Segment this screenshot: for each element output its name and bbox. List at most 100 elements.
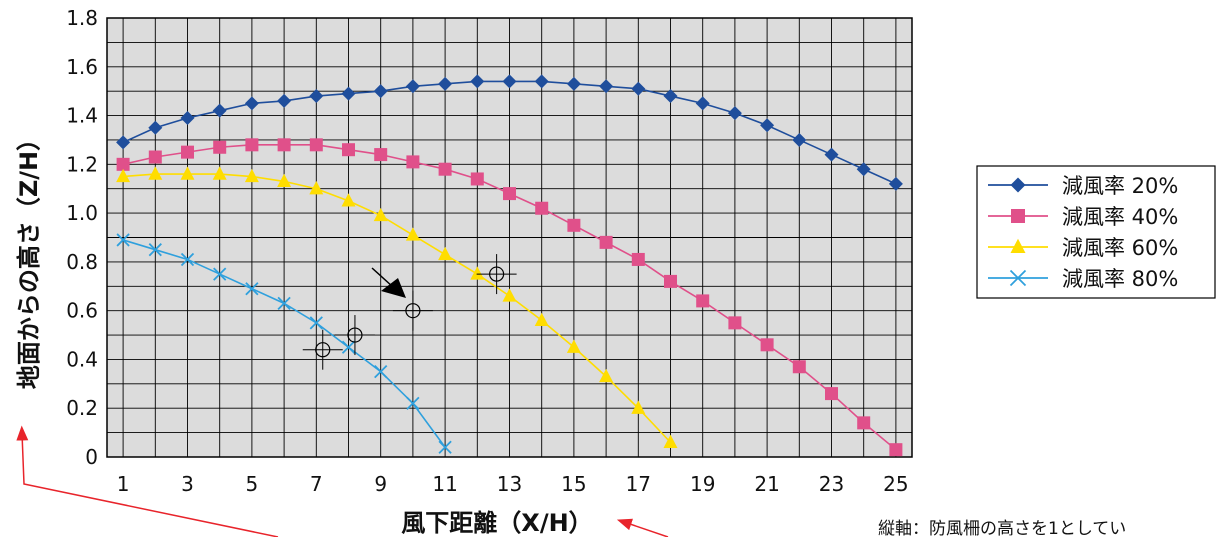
x-tick-label: 9 [374, 472, 387, 496]
data-point [888, 176, 903, 191]
data-point [148, 243, 162, 257]
data-point [825, 387, 838, 401]
legend: 減風率 20% 減風率 40% 減風率 60% 減風率 80% [976, 165, 1216, 299]
data-point [502, 74, 517, 89]
data-point [148, 120, 163, 135]
x-tick-label: 7 [310, 472, 323, 496]
data-point [760, 118, 775, 133]
data-point [728, 316, 742, 330]
data-point [664, 274, 677, 288]
data-point [277, 93, 292, 108]
data-point [116, 135, 131, 150]
data-point [213, 140, 227, 154]
data-point [470, 74, 485, 89]
data-point [244, 96, 259, 111]
observation-point [302, 329, 343, 370]
legend-entry: 減風率 20% [988, 174, 1178, 198]
data-point [212, 166, 227, 180]
observation-point [334, 315, 375, 356]
data-point [631, 81, 646, 96]
series [116, 166, 678, 448]
data-point [534, 74, 549, 89]
data-point [663, 434, 678, 448]
data-point [792, 132, 807, 147]
data-point [309, 316, 323, 330]
legend-label: 減風率 20% [1062, 174, 1178, 198]
x-tick-label: 25 [883, 472, 908, 496]
data-point [566, 76, 581, 91]
series [116, 74, 903, 191]
data-point [695, 96, 710, 111]
data-point [245, 138, 259, 152]
data-point [760, 338, 774, 352]
y-tick-label: 1.0 [66, 201, 98, 225]
legend-entry: 減風率 40% [988, 205, 1178, 229]
data-point [116, 157, 130, 171]
callout-arrow [371, 267, 406, 298]
legend-label: 減風率 60% [1062, 236, 1178, 260]
data-point [341, 340, 356, 354]
x-tick-label: 3 [181, 472, 194, 496]
data-point [406, 155, 420, 169]
plot-border [106, 17, 913, 458]
x-tick-label: 11 [432, 472, 457, 496]
x-tick-label: 13 [497, 472, 522, 496]
data-point [631, 400, 646, 414]
observation-points [302, 254, 517, 370]
y-tick-labels: 0 0.2 0.4 0.6 0.8 1.0 1.2 1.4 1.6 1.8 [66, 6, 98, 469]
data-point [373, 207, 388, 222]
data-point [213, 267, 227, 281]
data-point [212, 103, 227, 118]
data-point [373, 84, 388, 99]
observation-point [476, 254, 517, 295]
data-point [181, 145, 194, 159]
data-point [341, 86, 356, 101]
data-point [1009, 269, 1027, 287]
data-point [374, 148, 388, 162]
data-point [405, 79, 420, 94]
x-tick-label: 21 [754, 472, 779, 496]
axis-note: 縦軸：防風柵の高さを1としてい [878, 519, 1126, 537]
series-layer [116, 74, 903, 457]
data-point [856, 162, 871, 177]
data-point [502, 288, 517, 302]
data-point [438, 162, 452, 176]
y-tick-label: 0.6 [66, 299, 98, 323]
data-point [438, 440, 452, 454]
data-point [824, 147, 839, 162]
x-tick-label: 1 [117, 472, 130, 496]
data-point [438, 246, 453, 261]
data-point [663, 89, 678, 104]
data-point [309, 181, 324, 195]
y-tick-label: 1.2 [66, 152, 98, 176]
legend-entry: 減風率 80% [988, 267, 1178, 291]
data-point [180, 252, 195, 267]
data-point [244, 168, 259, 183]
y-tick-label: 1.4 [66, 104, 98, 128]
data-point [534, 312, 549, 327]
x-tick-label: 23 [819, 472, 844, 496]
data-point [1010, 238, 1026, 253]
x-tick-label: 15 [561, 472, 586, 496]
data-point [148, 166, 163, 180]
observation-point [392, 290, 433, 331]
data-point [567, 218, 581, 232]
data-point [599, 368, 614, 383]
legend-label: 減風率 80% [1062, 267, 1178, 291]
data-point [116, 233, 130, 247]
data-point [374, 365, 388, 379]
legend-label: 減風率 40% [1062, 205, 1178, 229]
y-tick-label: 0 [85, 445, 98, 469]
data-point [180, 110, 195, 125]
y-tick-label: 1.8 [66, 6, 98, 30]
data-point [599, 79, 614, 94]
data-point [792, 360, 806, 374]
data-point [599, 235, 613, 249]
data-point [341, 193, 356, 207]
data-point [438, 76, 453, 91]
x-tick-label: 5 [246, 472, 259, 496]
x-axis-title: 風下距離（X/H） [401, 509, 592, 537]
data-point [148, 150, 162, 164]
